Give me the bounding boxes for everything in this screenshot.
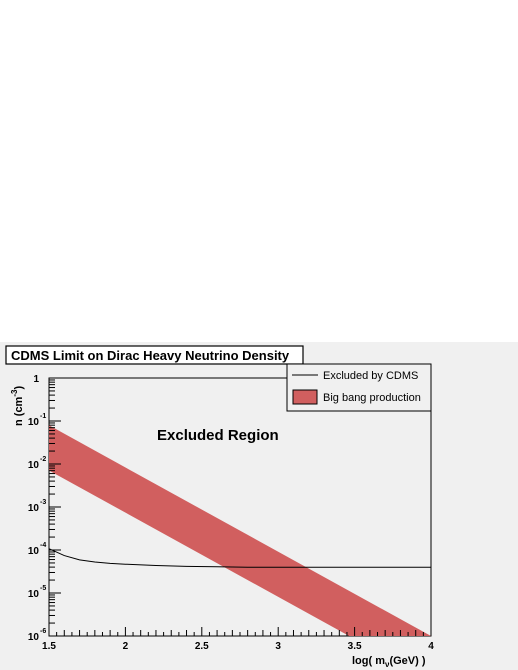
y-tick-exponent: -3: [40, 499, 46, 506]
plot-frame: [48, 377, 432, 637]
big-bang-band: [49, 425, 431, 636]
x-tick-label: 2: [123, 641, 129, 652]
big-bang-band-layer: [49, 425, 431, 636]
y-tick-label: 10: [28, 460, 40, 471]
y-tick-label: 10: [28, 589, 40, 600]
x-tick-label: 4: [428, 641, 434, 652]
x-axis-title: log( mν(GeV) ): [352, 655, 426, 669]
y-tick-label: 10: [28, 546, 40, 557]
title-box: [5, 345, 304, 365]
y-axis-title: n (cm-3): [10, 386, 25, 426]
x-tick-label: 3: [275, 641, 281, 652]
legend-band-swatch: [292, 389, 318, 405]
y-tick-exponent: -6: [40, 628, 46, 635]
chart-figure: 1.5 2 2.5 3 3.5 4 110-110-210-310-410-510-6 C…: [0, 342, 518, 670]
y-tick-label: 10: [28, 632, 40, 643]
chart-title: CDMS Limit on Dirac Heavy Neutrino Densi…: [11, 348, 290, 363]
x-axis: 1.5 2 2.5 3 3.5 4: [42, 627, 434, 652]
y-tick-exponent: -1: [40, 413, 46, 420]
y-tick-label: 10: [28, 417, 40, 428]
x-tick-label: 3.5: [348, 641, 362, 652]
excluded-region-label: Excluded Region: [157, 427, 279, 444]
legend-label-cdms: Excluded by CDMS: [323, 370, 418, 382]
x-tick-label: 1.5: [42, 641, 56, 652]
y-tick-exponent: -2: [40, 456, 46, 463]
y-axis: 110-110-210-310-410-510-6: [28, 374, 61, 643]
y-tick-exponent: -5: [40, 585, 46, 592]
y-tick-label: 10: [28, 503, 40, 514]
y-tick-exponent: -4: [40, 542, 46, 549]
y-tick-label: 1: [33, 374, 39, 385]
cdms-limit-line: [48, 548, 431, 568]
x-tick-label: 2.5: [195, 641, 209, 652]
legend: Excluded by CDMS Big bang production: [286, 363, 432, 412]
legend-label-bigbang: Big bang production: [323, 392, 421, 404]
cdms-line-layer: [48, 548, 431, 568]
